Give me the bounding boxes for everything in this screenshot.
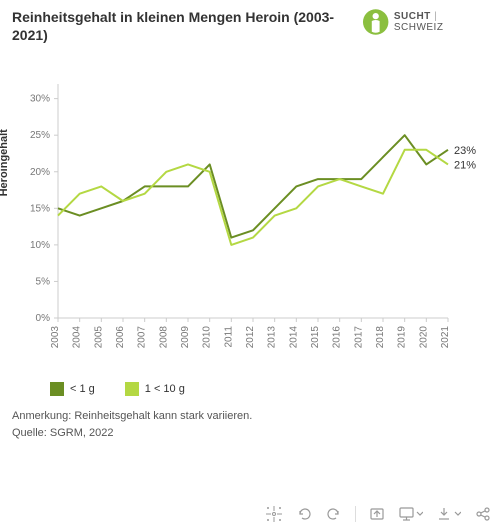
svg-text:2011: 2011 [223, 326, 234, 348]
svg-text:30%: 30% [30, 94, 50, 105]
svg-text:2004: 2004 [72, 326, 83, 349]
svg-text:21%: 21% [454, 160, 476, 172]
svg-text:2012: 2012 [245, 326, 256, 349]
svg-text:2019: 2019 [397, 326, 408, 349]
note-line: Anmerkung: Reinheitsgehalt kann stark va… [12, 408, 500, 425]
logo: SUCHT | SCHWEIZ [362, 8, 488, 36]
note-line: Quelle: SGRM, 2022 [12, 425, 500, 442]
redo-icon[interactable] [325, 505, 343, 523]
svg-text:2013: 2013 [267, 326, 278, 349]
svg-text:2018: 2018 [375, 326, 386, 349]
presentation-icon[interactable] [398, 505, 424, 523]
reset-icon[interactable] [368, 505, 386, 523]
svg-text:2010: 2010 [202, 326, 213, 349]
svg-text:2017: 2017 [353, 326, 364, 349]
svg-text:2016: 2016 [332, 326, 343, 349]
logo-icon [362, 8, 389, 36]
svg-text:2015: 2015 [310, 326, 321, 349]
share-icon[interactable] [474, 505, 492, 523]
toolbar-separator [355, 506, 356, 522]
legend-swatch [50, 382, 64, 396]
crosshair-icon[interactable] [265, 505, 283, 523]
svg-text:2021: 2021 [440, 326, 451, 349]
page-title: Reinheitsgehalt in kleinen Mengen Heroin… [12, 8, 362, 44]
svg-text:20%: 20% [30, 167, 50, 178]
svg-text:25%: 25% [30, 131, 50, 142]
svg-text:2007: 2007 [137, 326, 148, 349]
chart-notes: Anmerkung: Reinheitsgehalt kann stark va… [0, 396, 500, 441]
svg-text:23%: 23% [454, 145, 476, 157]
y-axis-title: Heroingehalt [0, 130, 10, 197]
download-icon[interactable] [436, 505, 462, 523]
svg-text:15%: 15% [30, 204, 50, 215]
legend-swatch [125, 382, 139, 396]
legend-item: 1 < 10 g [125, 382, 185, 396]
svg-text:2008: 2008 [158, 326, 169, 349]
chart-svg: 0% 5% 10% 15% 20% 25% 30% 2003 2004 2005 2006 2007 2… [12, 74, 488, 374]
svg-text:2006: 2006 [115, 326, 126, 349]
svg-text:2005: 2005 [93, 326, 104, 349]
svg-text:5%: 5% [36, 277, 51, 288]
svg-text:2003: 2003 [50, 326, 61, 349]
logo-text: SUCHT | SCHWEIZ [394, 11, 488, 33]
svg-text:2014: 2014 [288, 326, 299, 349]
svg-text:10%: 10% [30, 240, 50, 251]
svg-text:0%: 0% [36, 313, 51, 324]
svg-text:2020: 2020 [418, 326, 429, 349]
toolbar [265, 505, 492, 523]
line-chart: Heroingehalt 0%5%10%15%20%25%30%20032004… [12, 74, 488, 374]
legend-label: < 1 g [70, 383, 95, 395]
svg-text:2009: 2009 [180, 326, 191, 349]
undo-icon[interactable] [295, 505, 313, 523]
legend-label: 1 < 10 g [145, 383, 185, 395]
legend: < 1 g 1 < 10 g [0, 374, 500, 396]
legend-item: < 1 g [50, 382, 95, 396]
